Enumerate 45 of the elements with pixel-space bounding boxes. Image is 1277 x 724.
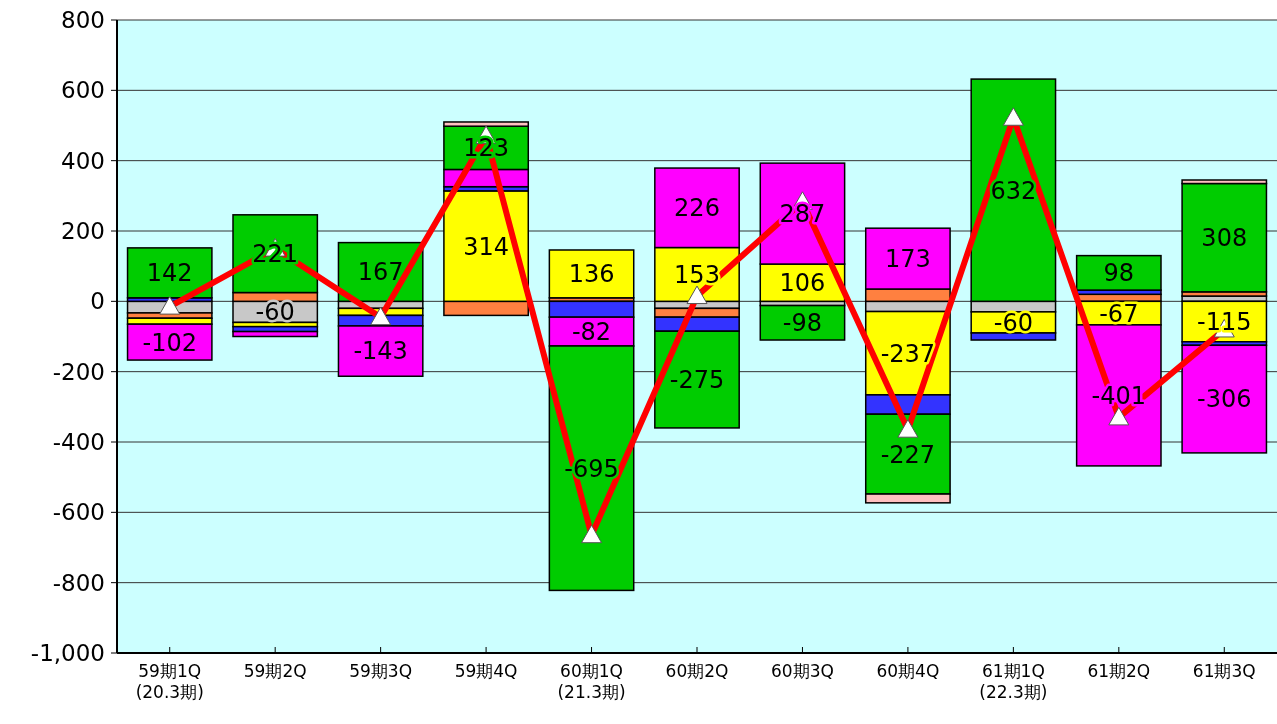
data-label: -60 (993, 308, 1033, 337)
y-tick-label: 800 (61, 7, 105, 34)
data-label: 136 (568, 260, 615, 289)
data-label: -60 (255, 298, 295, 327)
data-label: -67 (1099, 299, 1139, 328)
data-label: 98 (1103, 259, 1135, 288)
data-label: -98 (782, 309, 823, 338)
data-label: 314 (463, 232, 509, 261)
data-label: 221 (252, 240, 299, 269)
data-label: -227 (880, 440, 936, 469)
x-tick-label: 61期1Q (22.3期) (979, 661, 1048, 702)
x-tick-label: 60期2Q (665, 661, 729, 681)
data-label: 142 (146, 259, 193, 288)
data-label: 308 (1201, 224, 1248, 253)
data-label: -275 (669, 365, 725, 394)
x-tick-label: 60期4Q (876, 661, 940, 681)
x-tick-label: 59期2Q (243, 661, 307, 681)
x-tick-label: 59期4Q (454, 661, 518, 681)
data-label: 226 (674, 194, 720, 223)
x-tick-label: 60期1Q (21.3期) (557, 661, 626, 702)
x-tick-label: 59期1Q (20.3期) (135, 661, 204, 702)
data-label: -102 (142, 328, 197, 357)
data-label: 632 (990, 176, 1037, 205)
y-tick-label: -200 (52, 358, 105, 385)
bar (232, 330, 319, 338)
data-label: 173 (885, 245, 931, 274)
x-tick-label: 60期3Q (771, 661, 834, 681)
y-tick-label: -800 (52, 569, 105, 596)
y-tick-label: -1,000 (30, 640, 105, 667)
y-tick-label: 400 (61, 147, 105, 174)
data-label: -306 (1197, 385, 1252, 414)
data-label: -115 (1197, 307, 1252, 336)
data-label: 153 (674, 260, 720, 289)
data-label: -143 (353, 337, 408, 366)
data-label: 106 (779, 269, 826, 298)
y-tick-label: 600 (61, 77, 105, 104)
x-tick-label: 61期2Q (1087, 661, 1151, 681)
data-label: -82 (571, 317, 612, 346)
y-tick-label: 0 (90, 288, 105, 315)
y-tick-label: 200 (61, 218, 105, 245)
y-tick-label: -400 (52, 429, 105, 456)
data-label: 167 (357, 258, 404, 287)
y-tick-label: -600 (52, 499, 105, 526)
x-tick-label: 61期3Q (1192, 661, 1256, 681)
x-tick-label: 59期3Q (349, 661, 413, 681)
